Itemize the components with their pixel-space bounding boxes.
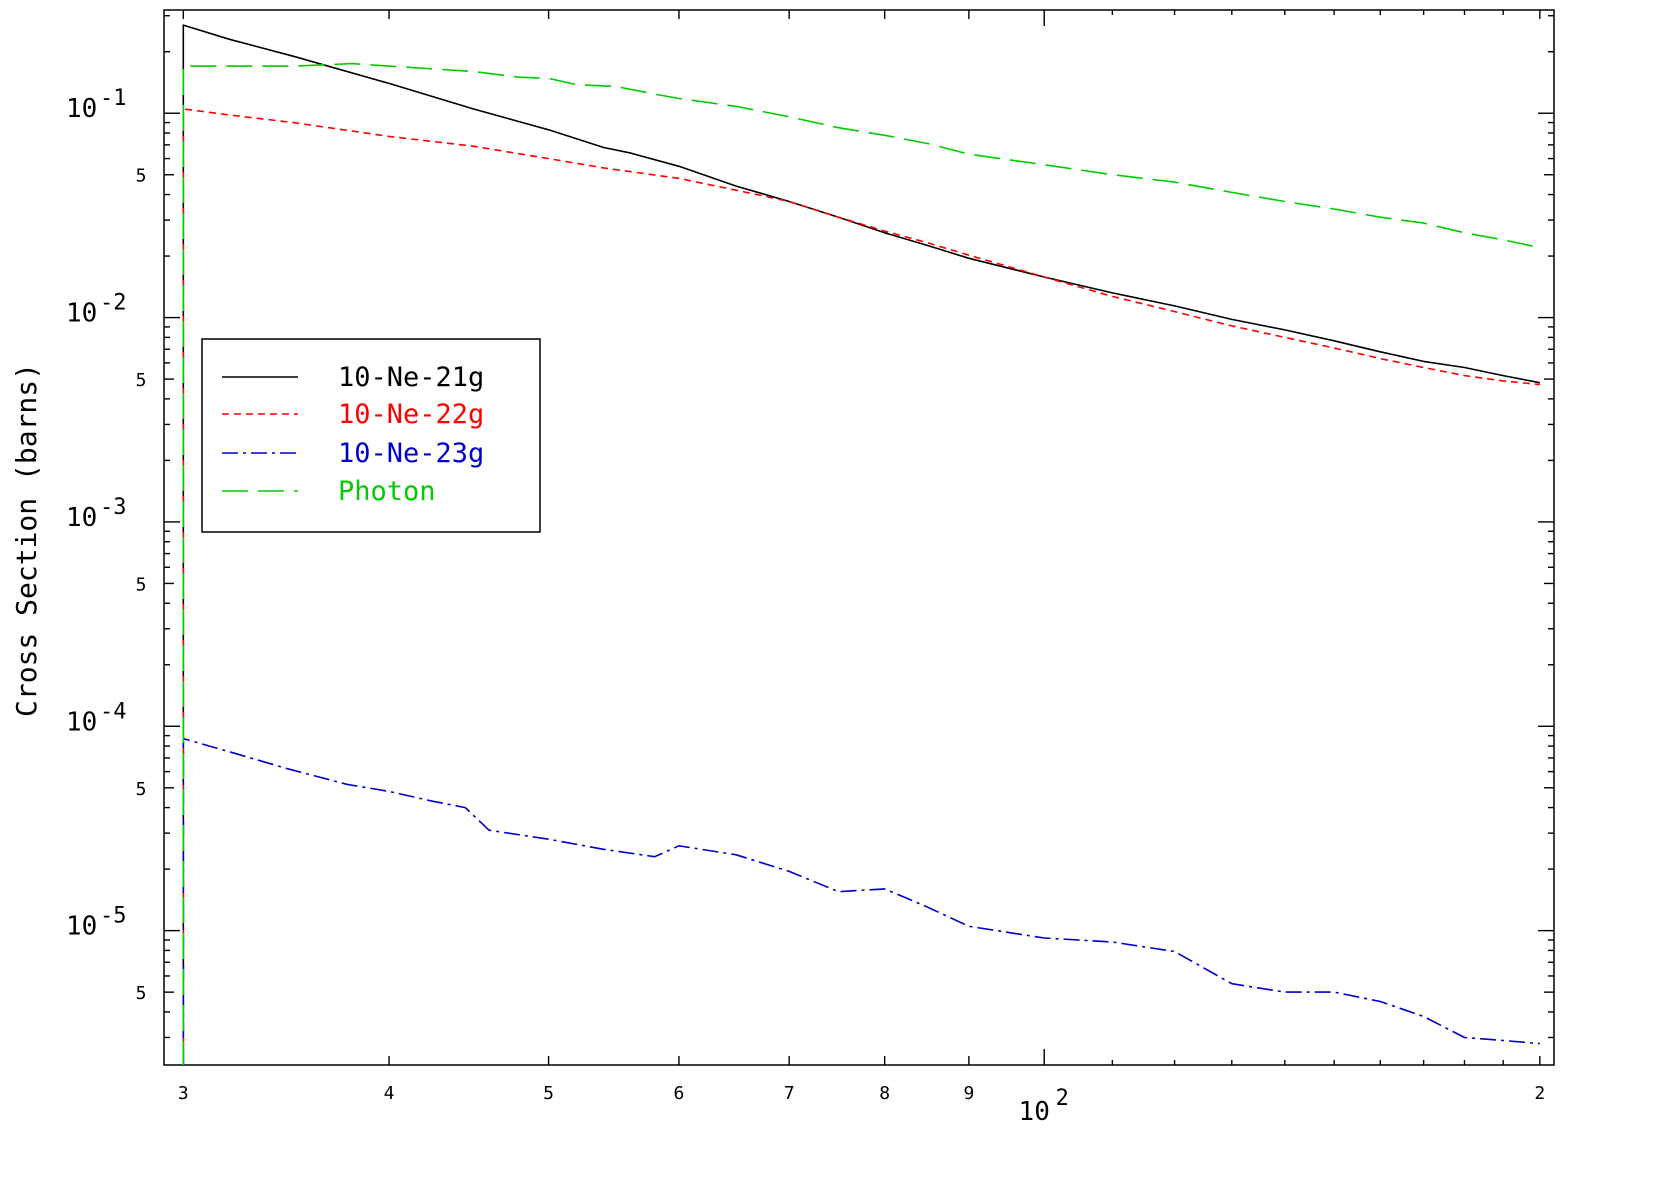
x-tick-label: 6 [674,1083,685,1104]
y-tick-label: 5 [136,574,147,595]
x-tick-label: 2 [1534,1083,1545,1104]
legend: 10-Ne-21g 10-Ne-22g 10-Ne-23g Photon [201,338,541,533]
x-tick-label: 4 [384,1083,395,1104]
y-tick-label: 10 [66,912,97,942]
y-tick-label: 5 [136,166,147,187]
y-tick-label-exponent: -5 [100,904,127,929]
y-tick-label-exponent: -3 [100,495,127,520]
y-tick-label: 10 [66,503,97,533]
series-layer [182,24,1540,1065]
y-tick-label: 5 [136,370,147,391]
x-tick-label: 9 [963,1083,974,1104]
legend-label-4: Photon [338,476,436,507]
x-tick-label: 8 [879,1083,890,1104]
series-line-1 [182,24,1540,1065]
axis-ticks [164,10,1554,1065]
y-tick-label: 10 [66,707,97,737]
x-tick-labels: 3 4 5 6 7 8 910 2 2 [178,1083,1545,1127]
y-tick-label-exponent: -1 [100,86,127,111]
legend-label-1: 10-Ne-21g [338,362,484,393]
y-tick-label-exponent: -4 [100,699,127,724]
x-tick-label: 3 [178,1083,189,1104]
x-tick-label: 10 [1019,1097,1050,1127]
y-tick-label: 5 [136,779,147,800]
y-axis-label: Cross Section (barns) [10,363,43,717]
x-tick-label: 5 [543,1083,554,1104]
legend-box [201,338,541,533]
series-line-2 [182,108,1540,1065]
legend-label-2: 10-Ne-22g [338,399,484,430]
x-tick-label-exponent: 2 [1056,1086,1069,1111]
y-tick-label: 5 [136,983,147,1004]
y-tick-label-exponent: -2 [100,291,127,316]
x-tick-label: 7 [784,1083,795,1104]
y-tick-label: 10 [66,299,97,329]
plot-frame [163,9,1555,1066]
series-line-3 [182,737,1540,1065]
legend-label-3: 10-Ne-23g [338,438,484,469]
series-line-4 [182,62,1540,1065]
y-tick-label: 10 [66,94,97,124]
